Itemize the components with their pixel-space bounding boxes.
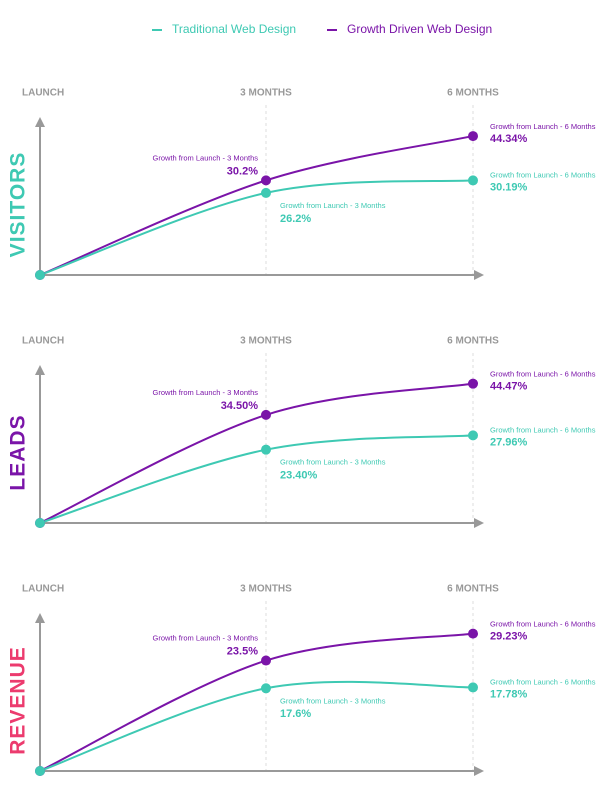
x-category-label: 3 MONTHS <box>240 584 292 595</box>
point-annotation: Growth from Launch - 6 Months <box>490 370 596 379</box>
value-label: 17.6% <box>280 708 311 720</box>
point-annotation: Growth from Launch - 6 Months <box>490 677 596 686</box>
data-point <box>261 175 271 186</box>
value-label: 26.2% <box>280 213 311 225</box>
point-annotation: Growth from Launch - 3 Months <box>153 153 259 162</box>
x-axis-arrow <box>474 518 484 528</box>
y-axis-label: VISITORS <box>7 152 30 258</box>
data-point <box>35 518 45 528</box>
legend-label: Traditional Web Design <box>172 22 296 36</box>
point-annotation: Growth from Launch - 6 Months <box>490 425 596 434</box>
data-point <box>261 683 271 694</box>
x-category-label: 6 MONTHS <box>447 584 499 595</box>
x-category-label: LAUNCH <box>22 88 64 99</box>
point-annotation: Growth from Launch - 3 Months <box>280 201 386 210</box>
point-annotation: Growth from Launch - 6 Months <box>490 170 596 179</box>
x-axis-arrow <box>474 270 484 280</box>
y-axis-label: REVENUE <box>7 646 30 755</box>
value-label: 17.78% <box>490 688 528 700</box>
data-point <box>261 444 271 455</box>
y-axis-arrow <box>35 613 45 623</box>
data-point <box>468 682 478 693</box>
x-category-label: LAUNCH <box>22 336 64 347</box>
value-label: 44.34% <box>490 133 528 145</box>
data-point <box>261 655 271 666</box>
x-category-label: LAUNCH <box>22 584 64 595</box>
point-annotation: Growth from Launch - 3 Months <box>280 696 386 705</box>
value-label: 34.50% <box>221 400 259 412</box>
x-category-label: 6 MONTHS <box>447 336 499 347</box>
series-line <box>39 179 474 276</box>
series-line <box>39 680 474 772</box>
x-category-label: 3 MONTHS <box>240 88 292 99</box>
data-point <box>261 187 271 198</box>
y-axis-label: LEADS <box>7 414 30 490</box>
data-point <box>468 628 478 639</box>
x-axis-arrow <box>474 766 484 776</box>
value-label: 44.47% <box>490 381 528 393</box>
x-category-label: 6 MONTHS <box>447 88 499 99</box>
value-label: 23.5% <box>227 645 258 657</box>
y-axis-arrow <box>35 117 45 127</box>
point-annotation: Growth from Launch - 3 Months <box>153 388 259 397</box>
data-point <box>468 430 478 441</box>
point-annotation: Growth from Launch - 3 Months <box>153 634 259 643</box>
point-annotation: Growth from Launch - 6 Months <box>490 620 596 629</box>
value-label: 27.96% <box>490 436 528 448</box>
data-point <box>468 378 478 389</box>
data-point <box>35 270 45 280</box>
value-label: 30.19% <box>490 181 528 193</box>
legend-label: Growth Driven Web Design <box>347 22 492 36</box>
point-annotation: Growth from Launch - 3 Months <box>280 458 386 467</box>
value-label: 23.40% <box>280 470 318 482</box>
y-axis-arrow <box>35 365 45 375</box>
x-category-label: 3 MONTHS <box>240 336 292 347</box>
data-point <box>35 766 45 776</box>
data-point <box>468 175 478 186</box>
point-annotation: Growth from Launch - 6 Months <box>490 122 596 131</box>
data-point <box>261 409 271 420</box>
value-label: 30.2% <box>227 165 258 177</box>
value-label: 29.23% <box>490 631 528 643</box>
series-line <box>39 434 474 524</box>
data-point <box>468 131 478 142</box>
